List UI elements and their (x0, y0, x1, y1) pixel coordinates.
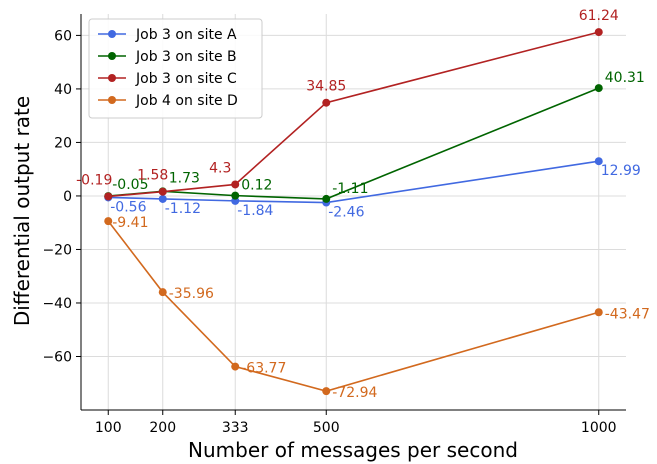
legend-marker (108, 74, 116, 82)
y-tick-label: 0 (63, 189, 72, 205)
data-label: 1.58 (137, 168, 168, 184)
data-label: -2.46 (328, 205, 364, 221)
y-tick-label: −60 (42, 349, 72, 365)
y-tick-label: 20 (54, 135, 72, 151)
data-point (231, 191, 240, 200)
data-label: -0.56 (110, 199, 146, 215)
data-labels: -0.56 -1.12 -1.84 -2.46 12.99 -0.05 1.73 0.12 -1… (76, 8, 650, 401)
legend-marker (108, 96, 116, 104)
data-label: 0.12 (241, 178, 272, 194)
series-line (107, 220, 599, 392)
data-label: 61.24 (579, 8, 619, 24)
data-label: 40.31 (605, 70, 645, 86)
data-label: -0.19 (76, 172, 112, 188)
legend-marker (108, 30, 116, 38)
data-label: -35.96 (169, 286, 214, 302)
data-point (322, 387, 331, 396)
y-tick-label: 60 (54, 28, 72, 44)
series-layer (104, 28, 603, 396)
legend-label: Job 4 on site D (135, 93, 238, 109)
x-tick-label: 100 (95, 420, 122, 436)
data-point (158, 288, 167, 297)
data-point (104, 217, 113, 226)
data-label: 1.73 (169, 170, 200, 186)
x-tick-label: 333 (222, 420, 249, 436)
data-point (231, 180, 240, 189)
data-label: -72.94 (332, 385, 377, 401)
x-tick-label: 200 (149, 420, 176, 436)
data-point (322, 194, 331, 203)
y-axis-label: Differential output rate (10, 96, 34, 326)
data-point (158, 187, 167, 196)
legend-label: Job 3 on site A (135, 27, 237, 43)
data-point (231, 362, 240, 371)
data-point (594, 157, 603, 166)
data-point (104, 192, 113, 201)
data-label: -1.11 (332, 181, 368, 197)
data-label: -0.05 (112, 177, 148, 193)
legend-label: Job 3 on site C (135, 71, 237, 87)
y-tick-label: 40 (54, 82, 72, 98)
data-label: -1.84 (237, 203, 273, 219)
legend-box (88, 18, 263, 119)
data-point (158, 194, 167, 203)
data-label: -1.12 (165, 201, 201, 217)
data-point (594, 84, 603, 93)
data-point (594, 28, 603, 37)
x-tick-label: 500 (313, 420, 340, 436)
data-label: -63.77 (241, 361, 286, 377)
x-tick-label: 1000 (581, 420, 617, 436)
x-axis-label: Number of messages per second (188, 438, 518, 462)
data-label: -43.47 (605, 306, 650, 322)
data-label: 4.3 (209, 160, 231, 176)
data-point (594, 308, 603, 317)
data-label: 34.85 (306, 79, 346, 95)
legend-label: Job 3 on site B (135, 49, 237, 65)
data-label: -9.41 (112, 215, 148, 231)
legend-marker (108, 52, 116, 60)
y-tick-label: −40 (42, 296, 72, 312)
data-point (322, 98, 331, 107)
y-tick-label: −20 (42, 242, 72, 258)
legend: Job 3 on site A Job 3 on site B Job 3 on s… (88, 18, 263, 119)
data-label: 12.99 (601, 163, 641, 179)
axes: 100 200 333 500 1000 −60 −40 −20 0 20 40 60 (42, 14, 626, 436)
